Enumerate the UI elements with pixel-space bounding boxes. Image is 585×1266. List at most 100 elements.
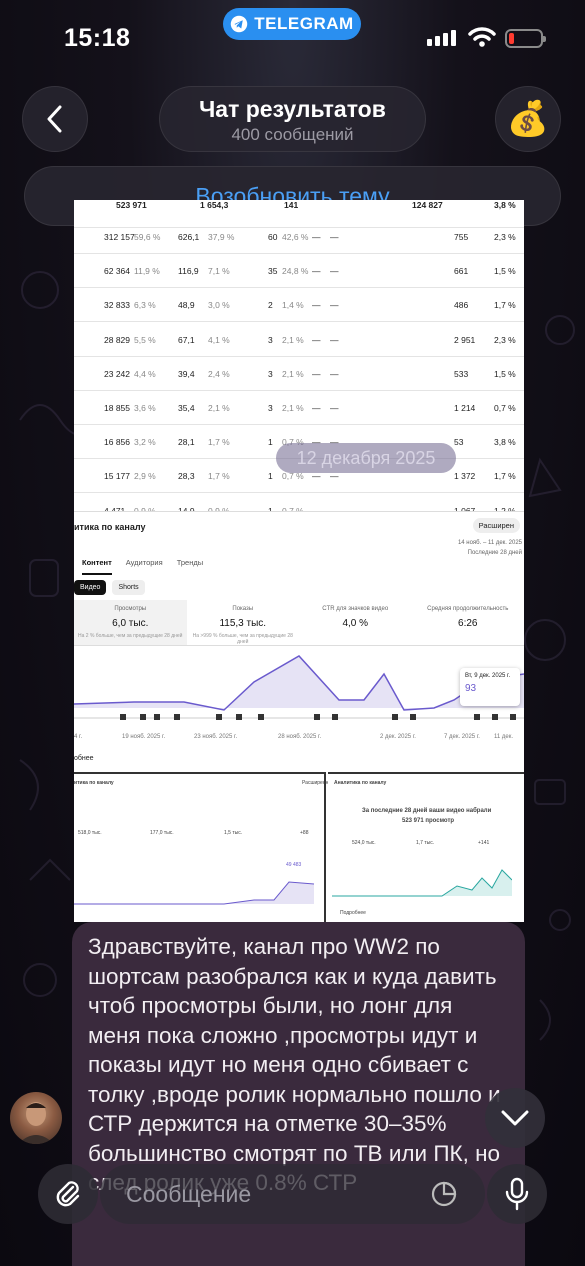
table-cell: — <box>330 471 339 482</box>
table-cell: — <box>330 403 339 413</box>
table-cell: 3 <box>268 403 273 413</box>
analytics-screenshot: итика по каналу Расширен 14 нояб. – 11 д… <box>74 511 524 771</box>
table-cell: 5,5 % <box>134 334 156 345</box>
metric-views: Просмотры 6,0 тыс. На 2 % больше, чем за… <box>74 600 187 645</box>
status-bar: 15:18 TELEGRAM <box>0 0 585 80</box>
table-cell: 1,2 % <box>494 506 516 516</box>
telegram-label: TELEGRAM <box>254 14 354 33</box>
table-cell: — <box>330 232 339 242</box>
table-cell: 6,3 % <box>134 300 156 311</box>
table-cell: 1,7 % <box>494 471 516 482</box>
table-cell: — <box>312 403 321 413</box>
metric-ctr: CTR для значков видео 4,0 % <box>322 606 389 629</box>
message-text: Здравствуйте, канал про WW2 по шортсам р… <box>88 934 501 1195</box>
table-cell: 2 951 <box>454 334 476 345</box>
chat-avatar-button[interactable]: 💰 <box>495 86 561 152</box>
chat-title-pill[interactable]: Чат результатов 400 сообщений <box>159 86 426 152</box>
table-cell: 67,1 <box>178 334 195 345</box>
table-cell: — <box>312 334 321 345</box>
telegram-pill[interactable]: TELEGRAM <box>223 8 361 40</box>
chip-video: Видео <box>74 580 107 595</box>
table-cell: 1,7 % <box>208 471 230 482</box>
table-cell: 2,1 % <box>208 403 230 413</box>
table-total-row: 523 971 1 654,3 141 124 827 3,8 % <box>74 200 524 228</box>
table-cell: 4,4 % <box>134 368 156 379</box>
table-cell: 2,3 % <box>494 232 516 242</box>
table-cell: 37,9 % <box>208 232 235 242</box>
chip-shorts: Shorts <box>112 580 145 595</box>
sticker-icon[interactable] <box>430 1180 458 1208</box>
table-cell: 116,9 <box>178 266 199 277</box>
table-cell: 28,1 <box>178 437 195 448</box>
table-cell: 23 242 <box>104 368 130 379</box>
table-cell: 3,2 % <box>134 437 156 448</box>
analytics-screenshot-small-left: итика по каналу Расширенн 518,0 тыс. 177… <box>74 772 328 922</box>
small-right-chart <box>332 869 512 897</box>
table-row: 32 833 6,3 % 48,9 3,0 % 2 1,4 % — — 486 1,7 % <box>74 288 524 323</box>
table-cell: 1,7 % <box>208 437 230 448</box>
table-cell: 1,4 % <box>282 300 304 311</box>
money-bag-icon: 💰 <box>506 100 550 138</box>
table-cell: 0,7 % <box>282 471 304 482</box>
table-cell: 42,6 % <box>282 232 309 242</box>
tab-trends: Тренды <box>176 558 204 567</box>
clock: 15:18 <box>64 24 131 52</box>
table-cell: 1 372 <box>454 471 476 482</box>
table-cell: 1 <box>268 506 273 516</box>
message-count: 400 сообщений <box>231 125 354 144</box>
chat-title: Чат результатов <box>199 96 386 122</box>
table-row: 62 364 11,9 % 116,9 7,1 % 35 24,8 % — —661 1,5 % <box>74 254 524 289</box>
table-cell: 0,7 % <box>282 506 304 516</box>
table-row: 15 177 2,9 % 28,3 1,7 % 1 0,7 % — — 1 372 1,7 % <box>74 459 524 494</box>
analytics-heading: итика по каналу <box>74 522 146 532</box>
table-cell: 32 833 <box>104 300 130 311</box>
table-cell: 28,3 <box>178 471 195 482</box>
table-cell: 1,5 % <box>494 368 516 379</box>
back-button[interactable] <box>22 86 88 152</box>
table-row: 18 855 3,6 % 35,4 2,1 % 3 2,1 % — — 1 214 0,7 % <box>74 391 524 425</box>
table-cell: — <box>312 232 321 242</box>
table-cell: — <box>312 471 321 482</box>
attach-button[interactable] <box>38 1164 98 1224</box>
table-cell: 39,4 <box>178 368 195 379</box>
table-cell: 3,8 % <box>494 437 516 448</box>
voice-message-button[interactable] <box>487 1164 547 1224</box>
table-cell: 3,6 % <box>134 403 156 413</box>
small-left-chart <box>74 881 315 905</box>
table-cell: 0,7 % <box>494 403 516 413</box>
table-cell: — <box>330 506 339 516</box>
table-row: 312 157 59,6 % 626,1 37,9 % 60 42,6 % — —755 2,3… <box>74 220 524 254</box>
date-separator: 12 декабря 2025 <box>276 443 456 473</box>
table-cell: 755 <box>454 232 469 242</box>
sender-avatar[interactable] <box>10 1092 62 1144</box>
table-cell: 2,9 % <box>134 471 156 482</box>
table-cell: 0,7 % <box>282 437 304 447</box>
table-cell: 59,6 % <box>134 232 161 242</box>
metric-impressions: Показы 115,3 тыс. На >999 % больше, чем … <box>192 606 293 645</box>
table-row: 23 242 4,4 % 39,4 2,4 % 3 2,1 % — — 533 1,5 % <box>74 357 524 391</box>
table-cell: 24,8 % <box>282 266 309 277</box>
analytics-period: 14 нояб. – 11 дек. 2025 Последние 28 дне… <box>457 540 522 556</box>
chevron-left-icon <box>47 105 62 133</box>
table-cell: — <box>312 300 321 311</box>
table-cell: 60 <box>268 232 278 242</box>
table-cell: 3 <box>268 334 273 345</box>
table-cell: 1 <box>268 437 273 448</box>
table-cell: 11,9 % <box>134 266 160 277</box>
table-cell: 0,9 % <box>134 506 156 516</box>
table-cell: 1 <box>268 471 273 482</box>
table-cell: 2,3 % <box>494 334 516 345</box>
table-cell: 2,4 % <box>208 368 230 379</box>
table-cell: 1,5 % <box>494 266 516 277</box>
table-cell: 3,0 % <box>208 300 230 311</box>
message-input[interactable]: Сообщение <box>100 1164 485 1224</box>
message-image-collage[interactable]: 523 971 1 654,3 141 124 827 3,8 % 312 15… <box>74 200 524 922</box>
table-cell: 1 067 <box>454 506 475 516</box>
message-input-placeholder: Сообщение <box>126 1181 252 1207</box>
table-cell: 7,1 % <box>208 266 230 277</box>
table-cell: 18 855 <box>104 403 130 413</box>
table-cell: 0,9 % <box>208 506 230 516</box>
scroll-down-button[interactable] <box>485 1088 545 1148</box>
tab-audience: Аудитория <box>125 558 163 567</box>
table-cell: 53 <box>454 437 464 448</box>
